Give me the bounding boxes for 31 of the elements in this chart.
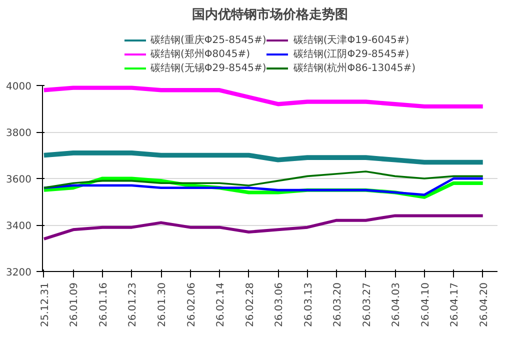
- x-tick-label: 26.04.17: [450, 282, 461, 328]
- x-tick-label: 26.01.09: [69, 282, 80, 328]
- legend-label: 碳结钢(江阴Φ29-8545#): [293, 48, 410, 60]
- x-tick-label: 26.01.23: [128, 282, 139, 328]
- legend-label: 碳结钢(杭州Φ86-13045#): [293, 62, 416, 74]
- x-tick-label: 25.12.31: [40, 282, 51, 328]
- x-tick-label: 26.03.20: [332, 282, 344, 328]
- x-tick-label: 26.04.20: [478, 282, 490, 328]
- x-tick-label: 26.04.03: [391, 282, 402, 328]
- x-tick-label: 26.02.06: [186, 282, 198, 328]
- x-tick-label: 26.01.30: [157, 282, 168, 328]
- y-tick-label: 4000: [6, 82, 32, 92]
- legend-label: 碳结钢(天津Φ19-6045#): [293, 34, 410, 46]
- line-series: [43, 170, 484, 189]
- legend-label: 碳结钢(重庆Φ25-8545#): [150, 34, 266, 46]
- x-tick-label: 26.03.27: [362, 282, 373, 328]
- x-tick-label: 26.02.14: [216, 282, 227, 328]
- x-tick-label: 26.04.10: [420, 282, 432, 328]
- y-tick-label: 3400: [6, 221, 32, 232]
- line-series: [42, 86, 485, 109]
- line-series: [42, 214, 484, 240]
- legend-label: 碳结钢(无锡Φ29-8545#): [150, 62, 266, 74]
- x-tick-label: 26.02.28: [244, 282, 256, 328]
- x-tick-label: 26.01.16: [98, 282, 110, 328]
- y-tick-label: 3200: [6, 268, 32, 278]
- y-tick-label: 3800: [6, 128, 32, 139]
- x-tick-label: 26.03.13: [303, 282, 314, 328]
- legend-label: 碳结钢(郑州Φ8045#): [150, 48, 250, 60]
- y-tick-label: 3600: [6, 174, 32, 186]
- chart-title: 国内优特钢市场价格走势图: [192, 6, 348, 22]
- x-tick-label: 26.03.06: [274, 282, 286, 328]
